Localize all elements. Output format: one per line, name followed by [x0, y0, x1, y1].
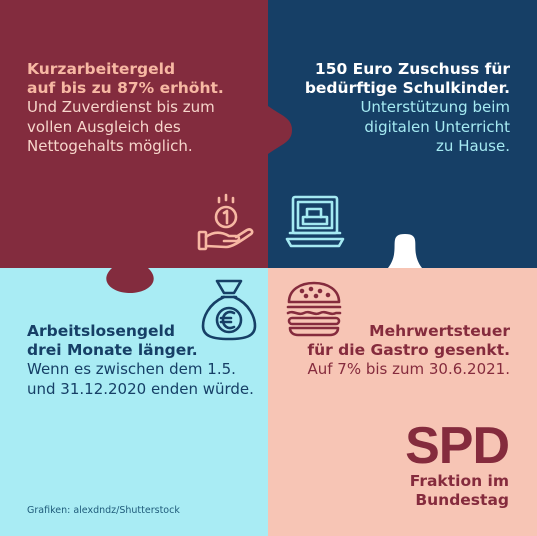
panel-heading: drei Monate länger. [27, 341, 198, 359]
panel-body: vollen Ausgleich des [27, 117, 181, 136]
euro-money-bag-icon [201, 279, 257, 341]
puzzle-piece-bottom-left [0, 268, 268, 536]
panel-short-time-work: Kurzarbeitergeld auf bis zu 87% erhöht. … [27, 60, 267, 157]
logo-subtitle: Bundestag [415, 491, 509, 509]
puzzle-piece-top-left [0, 0, 292, 293]
panel-body: zu Hause. [436, 137, 510, 155]
puzzle-piece-top-right [268, 0, 537, 268]
panel-body: Auf 7% bis zum 30.6.2021. [307, 360, 510, 378]
panel-school-children-grant: 150 Euro Zuschuss für bedürftige Schulki… [260, 60, 510, 157]
panel-body: Wenn es zwischen dem 1.5. [27, 360, 236, 378]
hand-coin-icon [197, 193, 254, 251]
laptop-icon [285, 195, 345, 248]
burger-icon [286, 281, 342, 337]
panel-heading: 150 Euro Zuschuss für [314, 60, 510, 78]
panel-heading: bedürftige Schulkinder. [304, 79, 510, 97]
panel-heading: auf bis zu 87% erhöht. [27, 79, 224, 97]
panel-body: Unterstützung beim [360, 98, 510, 116]
logo-subtitle: Fraktion im [409, 472, 509, 490]
panel-body: digitalen Unterricht [364, 117, 510, 136]
panel-heading: für die Gastro gesenkt. [307, 341, 510, 359]
panel-heading: Kurzarbeitergeld [27, 60, 176, 78]
panel-body: Nettogehalts möglich. [27, 137, 193, 155]
logo-wordmark: SPD [405, 417, 510, 475]
spd-logo: SPD Fraktion im Bundestag [405, 417, 510, 510]
image-credit: Grafiken: alexdndz/Shutterstock [27, 505, 180, 516]
panel-vat-reduction: Mehrwertsteuer für die Gastro gesenkt. A… [260, 322, 510, 380]
panel-heading: Arbeitslosengeld [27, 322, 175, 340]
panel-unemployment-benefit: Arbeitslosengeld drei Monate länger. Wen… [27, 322, 277, 399]
panel-body: Und Zuverdienst bis zum [27, 98, 215, 116]
panel-body: und 31.12.2020 enden würde. [27, 379, 254, 398]
panel-heading: Mehrwertsteuer [369, 322, 510, 340]
